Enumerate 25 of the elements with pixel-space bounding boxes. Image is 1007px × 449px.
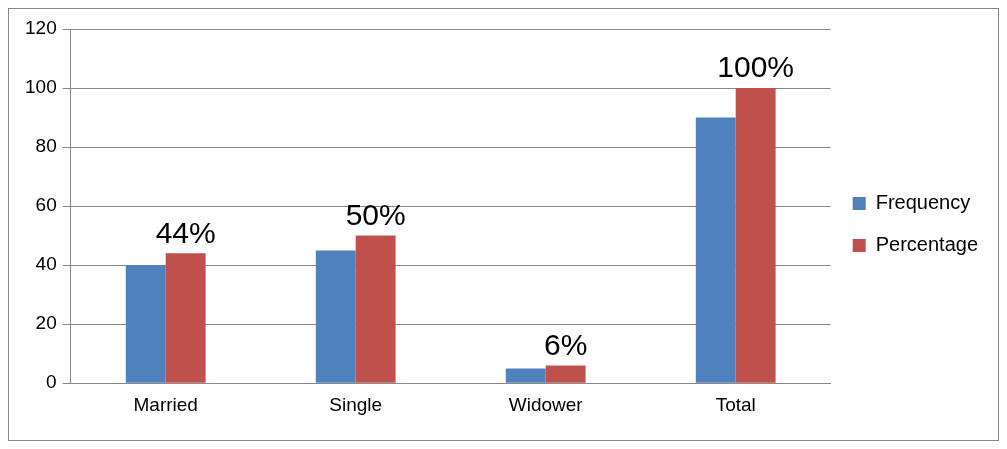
y-tick-label: 60 [35, 194, 57, 216]
data-label: 6% [543, 327, 588, 361]
y-tick-label: 20 [35, 312, 57, 334]
data-label: 50% [345, 197, 406, 231]
bar [545, 365, 586, 383]
data-label: 44% [155, 215, 216, 249]
bar [695, 117, 736, 383]
bar [355, 235, 396, 383]
x-tick-label: Total [715, 393, 756, 415]
legend-label: Frequency [875, 191, 971, 214]
bar [315, 250, 356, 383]
y-tick-label: 100 [25, 76, 57, 98]
bar [165, 253, 206, 383]
legend-label: Percentage [875, 233, 978, 256]
y-tick-label: 80 [35, 135, 57, 157]
y-tick-label: 120 [25, 17, 57, 39]
bar [505, 368, 546, 383]
bar [125, 265, 166, 383]
x-tick-label: Widower [508, 393, 584, 415]
bar [735, 88, 776, 383]
y-tick-label: 40 [35, 253, 57, 275]
data-label: 100% [717, 50, 795, 84]
x-tick-label: Married [133, 393, 198, 415]
y-tick-label: 0 [46, 371, 57, 393]
x-tick-label: Single [329, 393, 383, 415]
